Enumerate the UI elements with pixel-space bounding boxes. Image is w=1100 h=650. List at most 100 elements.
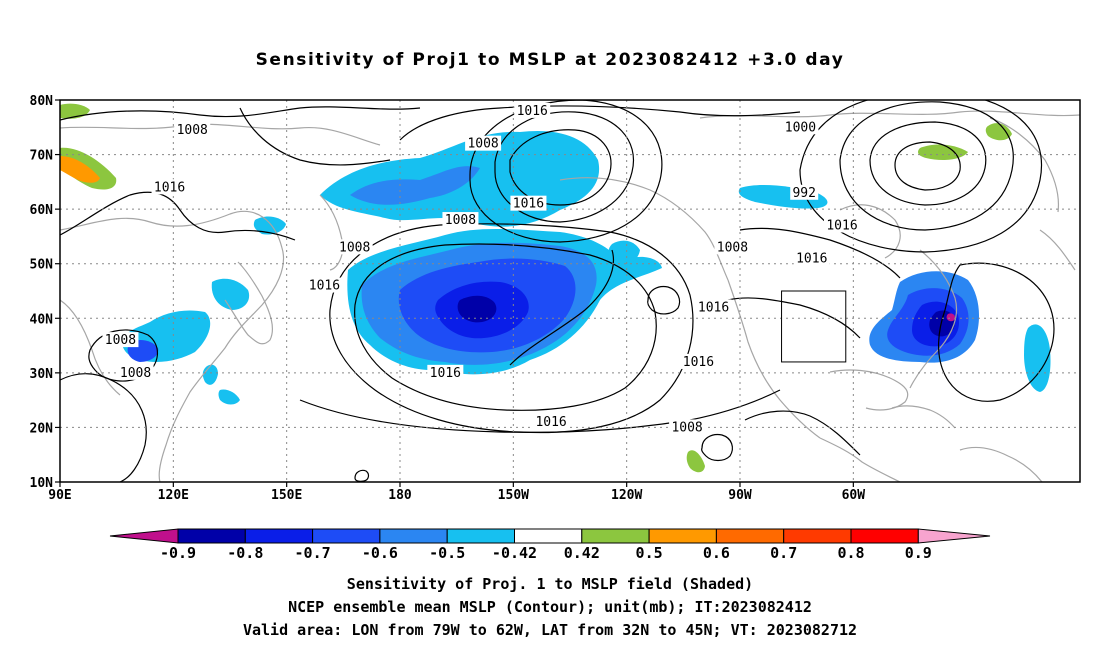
lat-tick-label: 20N (30, 421, 54, 436)
contour-north-1016 (399, 105, 801, 141)
colorbar-label: 0.8 (837, 544, 864, 562)
contour-label-bg (102, 332, 139, 348)
contour-arctic-1008 (239, 107, 391, 166)
coast-korea-japan (224, 261, 274, 345)
colorbar-segment (514, 528, 583, 544)
colorbar-label: -0.5 (429, 544, 465, 562)
contour-label: 1016 (430, 366, 461, 381)
colorbar-label: -0.9 (160, 544, 196, 562)
contour-label: 1008 (339, 240, 370, 255)
lon-tick-label: 90W (728, 488, 752, 503)
coast-greenland (989, 117, 1060, 213)
contour-na-1008 (739, 227, 901, 279)
lat-tick-label: 40N (30, 312, 54, 327)
contour-label: 1016 (683, 355, 714, 370)
lon-tick-label: 120E (158, 488, 189, 503)
colorbar-segment (715, 528, 785, 544)
lat-tick-label: 70N (30, 149, 54, 164)
contour-label-bg (465, 135, 502, 151)
contour-icelandic-992 (894, 141, 961, 191)
colorbar-segment (379, 528, 448, 544)
contour-small-low-3 (354, 469, 370, 482)
lon-tick-label: 180 (388, 488, 412, 503)
lat-tick-label: 80N (30, 94, 54, 109)
colorbar-label: -0.7 (295, 544, 331, 562)
colorbar-label: -0.8 (227, 544, 263, 562)
coast-se-asia (60, 299, 121, 396)
coast-us-east (909, 249, 958, 389)
shade-north-pacific-core2 (457, 295, 497, 323)
lon-tick-label: 120W (611, 488, 642, 503)
contour-label: 1016 (796, 251, 827, 266)
shade-okhotsk (253, 216, 286, 235)
contour-gulf-1008 (744, 410, 861, 456)
coast-north-america-west (727, 279, 821, 439)
contour-label: 1008 (177, 123, 208, 138)
contour-asia-south (60, 373, 147, 482)
contour-label-bg (533, 413, 570, 429)
colorbar-high-triangle (917, 528, 991, 544)
lon-tick-label: 150E (271, 488, 302, 503)
contour-label: 1016 (154, 180, 185, 195)
contour-bermuda-high (937, 262, 1055, 402)
colorbar-label: -0.6 (362, 544, 398, 562)
colorbar-segment (312, 528, 381, 544)
coastlines (60, 110, 1080, 482)
contour-label-bg (510, 195, 547, 211)
contour-small-low-2 (701, 433, 733, 462)
contour-label-bg (174, 122, 211, 138)
colorbar-segment (783, 528, 852, 544)
contour-label-bg (680, 353, 717, 369)
contour-label: 1000 (785, 120, 816, 135)
contour-small-low-1 (647, 285, 681, 315)
coast-south-america (959, 446, 1043, 482)
axis-ticks (55, 99, 854, 487)
caption-block: Sensitivity of Proj. 1 to MSLP field (Sh… (0, 573, 1100, 642)
lon-tick-label: 150W (498, 488, 529, 503)
latitude-labels: 80N 70N 60N 50N 40N 30N 20N 10N (30, 94, 54, 491)
contour-label: 1016 (513, 197, 544, 212)
colorbar-label: -0.42 (492, 544, 537, 562)
lat-lon-grid (60, 100, 1080, 482)
shade-luzon (218, 389, 240, 405)
coast-siberia-north (60, 123, 381, 146)
colorbar-labels: -0.9 -0.8 -0.7 -0.6 -0.5 -0.42 0.42 0.5 0.6 0.7 0.… (160, 544, 932, 562)
colorbar-segment (850, 528, 919, 544)
contour-label: 1008 (671, 420, 702, 435)
contour-label-bg (514, 102, 551, 118)
contour-label: 1008 (717, 240, 748, 255)
coast-europe (1039, 229, 1076, 271)
contour-label-bg (695, 299, 732, 315)
contour-label-bg (782, 119, 819, 135)
contour-label-bg (427, 364, 464, 380)
contour-label: 1016 (309, 279, 340, 294)
lat-tick-label: 60N (30, 203, 54, 218)
longitude-labels: 90E 120E 150E 180 150W 120W 90W 60W (48, 488, 865, 503)
shade-alaska (608, 240, 640, 266)
shade-pos-west-siberia-core (60, 156, 100, 183)
contour-label: 1008 (445, 213, 476, 228)
colorbar-segment (446, 528, 516, 544)
contour-label-bg (151, 179, 188, 195)
contour-label: 1016 (535, 415, 566, 430)
contour-label: 992 (792, 186, 815, 201)
colorbar (109, 528, 991, 544)
contour-label-bg (824, 217, 860, 233)
contour-icelandic-1016 (799, 100, 1042, 253)
colorbar-low-triangle (109, 528, 179, 544)
colorbar-segment (581, 528, 650, 544)
coast-hudson (839, 204, 901, 259)
colorbar-label: 0.7 (770, 544, 797, 562)
lon-tick-label: 60W (842, 488, 866, 503)
contour-label: 1008 (105, 333, 136, 348)
contour-labels: 1008 1016 1008 1000 992 1016 1016 1008 1016 1008 1… (102, 102, 860, 435)
contour-siberia-1008 (60, 106, 421, 121)
coast-central-america (819, 437, 901, 482)
shade-pos-greenland (985, 123, 1012, 141)
coast-gulf-mexico (829, 369, 909, 411)
contour-label-bg (793, 250, 830, 266)
shade-aleutian-core (350, 166, 480, 205)
shade-japan (211, 278, 250, 310)
colorbar-label: 0.5 (636, 544, 663, 562)
contour-label: 1008 (120, 366, 151, 381)
